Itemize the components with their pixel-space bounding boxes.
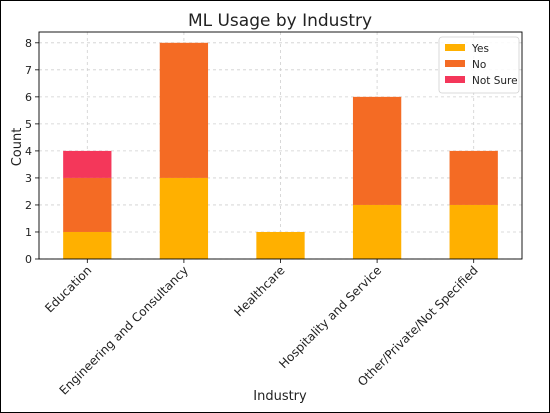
legend-label: No: [472, 59, 486, 71]
bar-not-sure: [63, 150, 112, 178]
bar-no: [449, 150, 498, 205]
y-tick-label: 8: [25, 37, 32, 50]
y-tick-label: 1: [25, 226, 32, 239]
y-tick-label: 4: [25, 145, 32, 158]
bar-no: [159, 42, 209, 178]
bar-yes: [449, 204, 498, 259]
legend: Yes No Not Sure: [438, 36, 520, 94]
legend-swatch: [445, 60, 465, 67]
legend-swatch: [445, 76, 465, 83]
y-tick-label: 2: [25, 199, 32, 212]
y-tick-label: 3: [25, 172, 32, 185]
y-tick-label: 0: [25, 253, 32, 266]
bar-yes: [159, 177, 209, 259]
legend-label: Not Sure: [472, 75, 518, 87]
legend-label: Yes: [471, 43, 489, 55]
bar-yes: [63, 231, 112, 259]
x-axis-label: Industry: [253, 389, 307, 404]
x-tick-label: Education: [42, 263, 94, 315]
chart-title: ML Usage by Industry: [188, 11, 372, 31]
y-tick-label: 5: [25, 118, 32, 131]
x-tick-label: Hospitality and Service: [276, 263, 384, 371]
y-tick-label: 6: [25, 91, 32, 104]
bar-yes: [256, 231, 305, 259]
legend-swatch: [445, 44, 465, 51]
grid-layer: [39, 32, 522, 260]
bar-yes: [352, 204, 402, 259]
bar-no: [352, 96, 402, 205]
x-tick-label: Healthcare: [231, 263, 287, 319]
y-tick-label: 7: [25, 64, 32, 77]
y-axis-label: Count: [10, 128, 25, 167]
bars-layer: [63, 42, 498, 259]
bar-no: [63, 177, 112, 232]
